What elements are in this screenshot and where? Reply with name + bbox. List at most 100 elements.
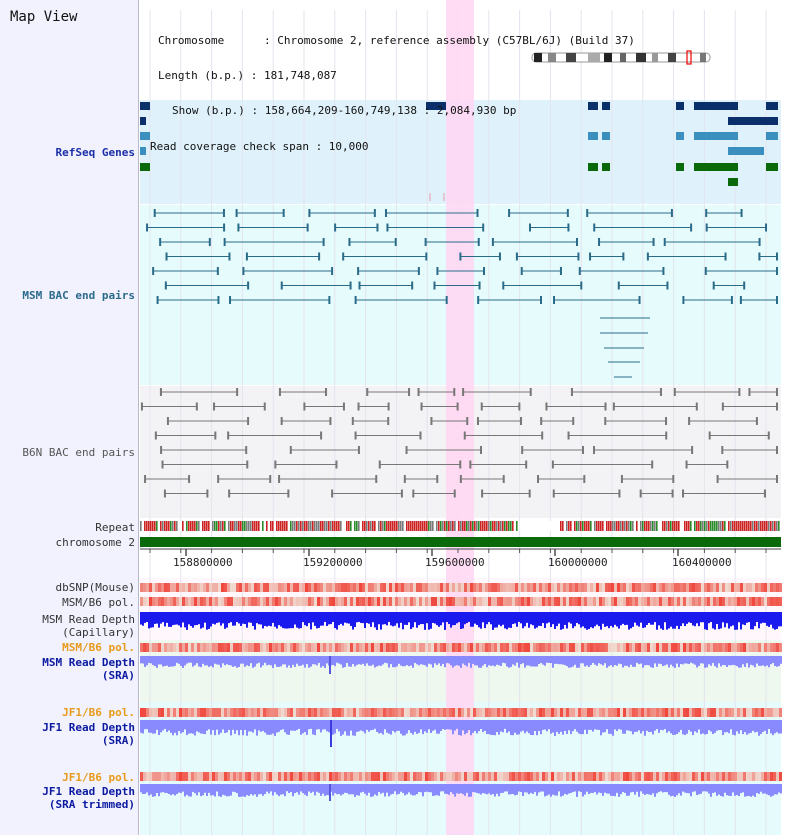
msm-pol2-cell (215, 643, 218, 652)
jf1-depth-trim-bar (604, 784, 606, 793)
msm-depth-sra-bar (630, 656, 632, 665)
b6n-bac-end (430, 417, 433, 425)
jf1-depth-sra-bar (146, 720, 148, 730)
msm-depth-cap-bar (194, 612, 196, 626)
dbsnp-cell (410, 583, 413, 592)
jf1-depth-trim-bar (356, 784, 358, 796)
msm-depth-cap-bar (618, 612, 620, 629)
msm-depth-cap-bar (564, 612, 566, 625)
track-label-msm-depth-cap[interactable]: MSM Read Depth (42, 613, 135, 626)
msm-depth-cap-bar (296, 612, 298, 628)
msm-pol2-cell (506, 643, 509, 652)
repeat-element (308, 521, 310, 531)
msm-depth-sra-bar (646, 656, 648, 665)
track-label-msm-b6-pol[interactable]: MSM/B6 pol. (62, 596, 135, 609)
msm-depth-sra-bar (400, 656, 402, 666)
jf1-depth-trim-bar (568, 784, 570, 794)
repeat-element (146, 521, 148, 531)
track-label-jf1-depth-sra[interactable]: JF1 Read Depth (42, 721, 135, 734)
msm-pol2-cell (524, 643, 527, 652)
msm-pol2-cell (761, 643, 764, 652)
repeat-element (182, 521, 184, 531)
repeat-element (192, 521, 194, 531)
msm-depth-cap-bar (372, 612, 374, 623)
msm-depth-cap-bar (490, 612, 492, 625)
msm-depth-cap-bar (196, 612, 198, 626)
msm-depth-sra-bar (548, 656, 550, 663)
jf1-depth-sra-bar (724, 720, 726, 733)
msm-pol2-cell (644, 643, 647, 652)
msm-depth-cap-bar (192, 612, 194, 628)
jf1-depth-sra-bar (190, 720, 192, 734)
msm-pol-cell (239, 597, 242, 606)
track-label-repeat[interactable]: Repeat (95, 521, 135, 534)
msm-pol-cell (314, 597, 317, 606)
msm-depth-cap-bar (748, 612, 750, 623)
dbsnp-cell (203, 583, 206, 592)
msm-pol2-cell (728, 643, 731, 652)
jf1-depth-sra-bar (206, 720, 208, 731)
msm-pol-cell (290, 597, 293, 606)
msm-depth-cap-bar (754, 612, 756, 627)
jf1-pol-cell (176, 708, 179, 717)
msm-pol2-cell (425, 643, 428, 652)
jf1-pol-cell (341, 708, 344, 717)
msm-depth-cap-bar (532, 612, 534, 626)
msm-depth-sra-bar (304, 656, 306, 668)
msm-depth-sra-bar (698, 656, 700, 666)
repeat-element (778, 521, 780, 531)
jf1-depth-trim-bar (696, 784, 698, 796)
msm-pol-cell (476, 597, 479, 606)
msm-depth-cap-bar (156, 612, 158, 624)
msm-pol-cell (494, 597, 497, 606)
track-label-msm-depth-sra[interactable]: MSM Read Depth (42, 656, 135, 669)
msm-depth-cap-bar (332, 612, 334, 622)
dbsnp-cell (176, 583, 179, 592)
track-label-b6n-bac[interactable]: B6N BAC end pairs (22, 446, 135, 459)
jf1-pol2-cell (509, 772, 512, 781)
msm-pol-cell (725, 597, 728, 606)
b6n-bac-end (217, 475, 220, 483)
dbsnp-cell (494, 583, 497, 592)
repeat-element (262, 521, 264, 531)
jf1-depth-trim-bar (426, 784, 428, 792)
track-label-refseq[interactable]: RefSeq Genes (55, 146, 135, 159)
repeat-element (654, 521, 656, 531)
jf1-pol2-cell (200, 772, 203, 781)
jf1-depth-sra-bar (176, 720, 178, 736)
track-label-dbsnp[interactable]: dbSNP(Mouse) (55, 581, 135, 594)
track-label-msm-bac[interactable]: MSM BAC end pairs (22, 289, 135, 302)
jf1-depth-sra-bar (400, 720, 402, 734)
track-label-chromosome[interactable]: chromosome 2 (55, 536, 135, 549)
repeat-element (420, 521, 422, 531)
dbsnp-cell (632, 583, 635, 592)
msm-bac-end (705, 223, 708, 232)
dbsnp-cell (302, 583, 305, 592)
jf1-depth-sra-bar (488, 720, 490, 735)
msm-depth-cap-bar (262, 612, 264, 629)
jf1-depth-trim-bar (714, 784, 716, 793)
jf1-depth-trim-bar (166, 784, 168, 794)
track-label-jf1-b6-pol[interactable]: JF1/B6 pol. (62, 706, 135, 719)
msm-bac-end (776, 267, 778, 275)
msm-depth-cap-bar (224, 612, 226, 629)
dbsnp-cell (497, 583, 500, 592)
jf1-depth-trim-bar (214, 784, 216, 797)
msm-depth-sra-bar (230, 656, 232, 666)
msm-depth-sra-bar (714, 656, 716, 667)
track-label-jf1-b6-pol-2[interactable]: JF1/B6 pol. (62, 771, 135, 784)
b6n-bac-end (726, 460, 729, 469)
msm-depth-cap-bar (664, 612, 666, 623)
b6n-bac-end (195, 402, 198, 411)
jf1-depth-trim-bar (502, 784, 504, 793)
track-label-jf1-depth-trim[interactable]: JF1 Read Depth (42, 785, 135, 798)
track-label-msm-b6-pol-2[interactable]: MSM/B6 pol. (62, 641, 135, 654)
msm-pol-cell (311, 597, 314, 606)
axis-tick-label: 159200000 (303, 556, 363, 569)
msm-bac-end (357, 267, 360, 275)
msm-depth-sra-bar (440, 656, 442, 666)
msm-pol2-cell (659, 643, 662, 652)
msm-bac-end (704, 267, 707, 275)
msm-pol2-cell (257, 643, 260, 652)
